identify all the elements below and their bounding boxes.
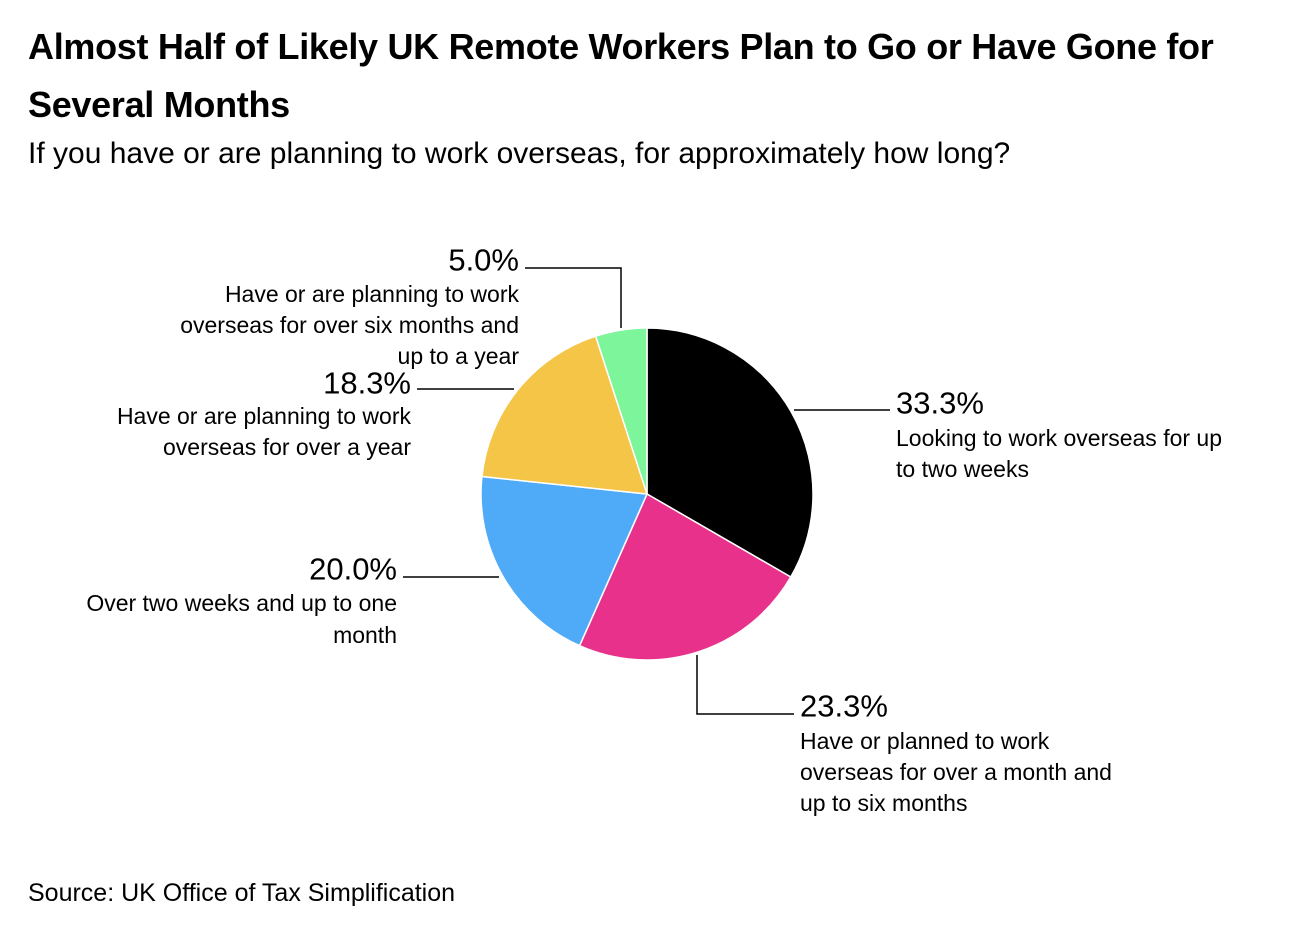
pie-slice-1	[646, 327, 814, 579]
slice-value-label-3: 20.0%	[309, 552, 397, 587]
slice-value-label-5: 5.0%	[448, 243, 519, 278]
slice-labels: 33.3% Looking to work overseas for up to t…	[86, 243, 1222, 817]
pie-slice-5	[594, 327, 648, 495]
chart-title: Almost Half of Likely UK Remote Workers …	[28, 26, 1214, 125]
pie-slice-3	[480, 475, 649, 647]
pie-slices	[480, 327, 814, 661]
slice-category-label-5: Have or are planning to work overseas for…	[180, 281, 519, 369]
slice-category-label-3: Over two weeks and up to one month	[86, 590, 397, 648]
chart-subtitle: If you have or are planning to work over…	[28, 137, 1011, 170]
slice-value-label-4: 18.3%	[323, 366, 411, 401]
source-note: Source: UK Office of Tax Simplification	[28, 879, 456, 907]
slice-category-label-4: Have or are planning to work overseas for…	[117, 403, 412, 460]
leader-line-2	[696, 655, 794, 715]
slice-category-label-1: Looking to work overseas for up to two we…	[896, 425, 1222, 482]
slice-category-label-2: Have or planned to work overseas for over…	[800, 728, 1112, 816]
slice-value-label-1: 33.3%	[896, 386, 984, 421]
pie-slice-4	[481, 335, 649, 495]
leader-line-5	[525, 267, 622, 328]
leader-lines	[403, 267, 890, 715]
slice-value-label-2: 23.3%	[800, 689, 888, 724]
pie-slice-2	[578, 492, 792, 661]
